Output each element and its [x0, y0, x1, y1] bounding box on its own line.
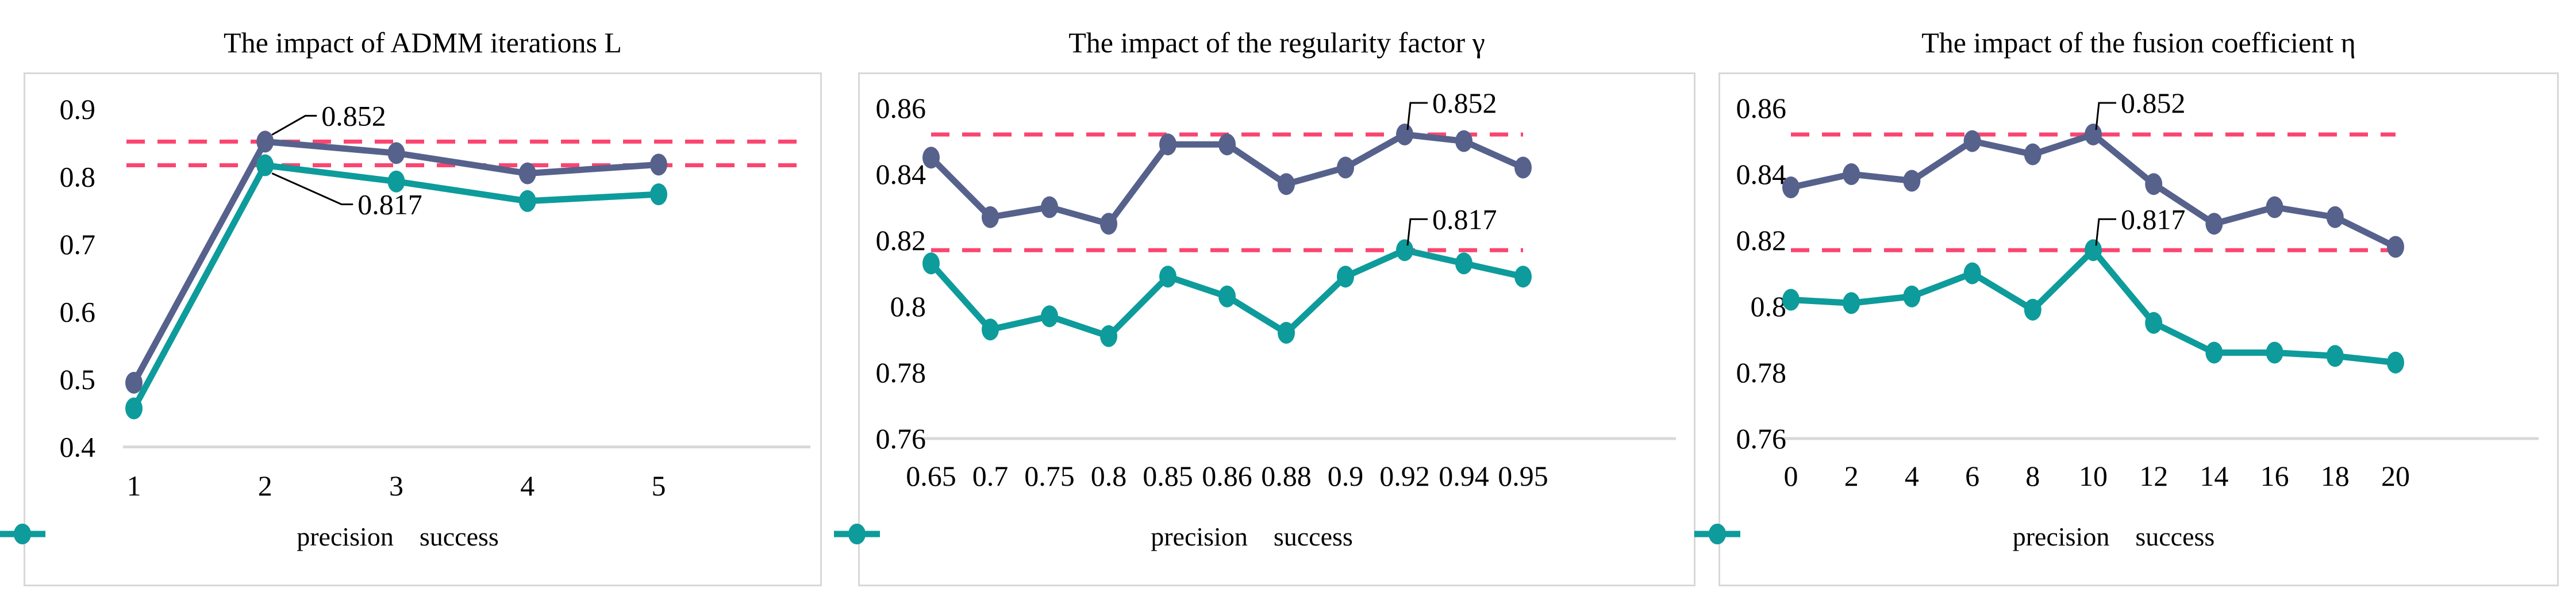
line-chart-regularity-factor: 0.86 0.84 0.82 0.8 0.78 0.76 0.65 0.7 0.75 0.8 0.8…: [876, 87, 1676, 492]
svg-text:0.8: 0.8: [1091, 460, 1127, 492]
legend-label-precision: precision: [1151, 522, 1248, 551]
svg-text:0.852: 0.852: [1432, 87, 1497, 119]
chart-title-fusion-coefficient: The impact of the fusion coefficient η: [1921, 26, 2356, 59]
svg-text:0.85: 0.85: [1143, 460, 1193, 492]
svg-text:0.84: 0.84: [876, 158, 926, 190]
legend-item-precision: precision: [0, 521, 394, 552]
svg-text:0.65: 0.65: [906, 460, 956, 492]
svg-text:0.852: 0.852: [321, 99, 386, 132]
svg-text:0.84: 0.84: [1736, 158, 1787, 190]
svg-text:10: 10: [2079, 460, 2108, 492]
svg-text:0: 0: [1784, 460, 1798, 492]
svg-text:0.76: 0.76: [876, 422, 926, 455]
svg-text:0.8: 0.8: [1751, 290, 1787, 322]
svg-text:0.78: 0.78: [1736, 356, 1787, 389]
svg-text:0.6: 0.6: [60, 296, 96, 328]
svg-text:0.817: 0.817: [1432, 203, 1497, 235]
legend-item-success: success: [834, 521, 1353, 552]
svg-text:4: 4: [520, 470, 535, 502]
legend-fusion-coefficient: precision success: [1694, 521, 2531, 552]
success-line-marker-icon: [1694, 524, 1740, 544]
svg-text:0.9: 0.9: [60, 93, 96, 125]
svg-text:0.78: 0.78: [876, 356, 926, 389]
svg-text:1: 1: [127, 470, 141, 502]
svg-text:0.92: 0.92: [1379, 460, 1430, 492]
svg-text:2: 2: [258, 470, 272, 502]
line-chart-admm-iterations: 0.9 0.8 0.7 0.6 0.5 0.4 1 2 3 4 5 0.852 0.817: [60, 93, 810, 502]
svg-text:20: 20: [2381, 460, 2410, 492]
svg-text:0.9: 0.9: [1328, 460, 1364, 492]
legend-label-precision: precision: [297, 522, 394, 551]
svg-text:8: 8: [2025, 460, 2040, 492]
svg-text:0.7: 0.7: [60, 228, 96, 260]
svg-text:5: 5: [652, 470, 666, 502]
svg-text:0.7: 0.7: [972, 460, 1009, 492]
legend-label-success: success: [1273, 522, 1353, 551]
svg-text:0.95: 0.95: [1498, 460, 1548, 492]
chart-panel-admm-iterations: 0.9 0.8 0.7 0.6 0.5 0.4 1 2 3 4 5 0.852 0.817 precis…: [0, 72, 822, 586]
success-line-marker-icon: [834, 524, 880, 544]
success-line-marker-icon: [0, 524, 45, 544]
legend-regularity-factor: precision success: [834, 521, 1668, 552]
svg-text:0.86: 0.86: [1736, 92, 1787, 124]
svg-text:3: 3: [389, 470, 403, 502]
svg-text:14: 14: [2200, 460, 2228, 492]
svg-text:0.82: 0.82: [876, 224, 926, 256]
svg-text:2: 2: [1844, 460, 1859, 492]
svg-text:18: 18: [2321, 460, 2350, 492]
legend-item-success: success: [1694, 521, 2215, 552]
legend-label-precision: precision: [2012, 522, 2110, 551]
svg-text:0.8: 0.8: [60, 161, 96, 193]
svg-text:0.86: 0.86: [876, 92, 926, 124]
svg-text:0.817: 0.817: [357, 189, 422, 221]
chart-panel-fusion-coefficient: 0.86 0.84 0.82 0.8 0.78 0.76 0 2 4 6 8 10 12 14 16 18 20…: [1694, 72, 2559, 586]
chart-title-admm-iterations: The impact of ADMM iterations L: [224, 26, 622, 59]
legend-item-success: success: [0, 521, 499, 552]
svg-text:12: 12: [2139, 460, 2168, 492]
svg-text:4: 4: [1905, 460, 1919, 492]
svg-text:0.76: 0.76: [1736, 422, 1787, 455]
svg-text:0.5: 0.5: [60, 363, 96, 395]
svg-text:0.88: 0.88: [1261, 460, 1312, 492]
svg-text:0.817: 0.817: [2121, 203, 2186, 235]
svg-text:0.82: 0.82: [1736, 224, 1787, 256]
legend-item-precision: precision: [834, 521, 1248, 552]
legend-label-success: success: [2135, 522, 2215, 551]
svg-text:0.94: 0.94: [1439, 460, 1489, 492]
svg-text:0.852: 0.852: [2121, 87, 2186, 119]
svg-text:0.86: 0.86: [1202, 460, 1252, 492]
svg-text:6: 6: [1965, 460, 1979, 492]
svg-text:0.4: 0.4: [60, 431, 96, 463]
chart-title-regularity-factor: The impact of the regularity factor γ: [1068, 26, 1485, 59]
svg-text:0.8: 0.8: [890, 290, 926, 322]
chart-panel-regularity-factor: 0.86 0.84 0.82 0.8 0.78 0.76 0.65 0.7 0.75 0.8 0.8…: [834, 72, 1695, 586]
svg-text:0.75: 0.75: [1024, 460, 1075, 492]
legend-label-success: success: [419, 522, 499, 551]
line-chart-fusion-coefficient: 0.86 0.84 0.82 0.8 0.78 0.76 0 2 4 6 8 10 12 14 16 18 20…: [1736, 87, 2539, 492]
legend-item-precision: precision: [1694, 521, 2110, 552]
legend-admm-iterations: precision success: [0, 521, 794, 552]
svg-text:16: 16: [2260, 460, 2289, 492]
